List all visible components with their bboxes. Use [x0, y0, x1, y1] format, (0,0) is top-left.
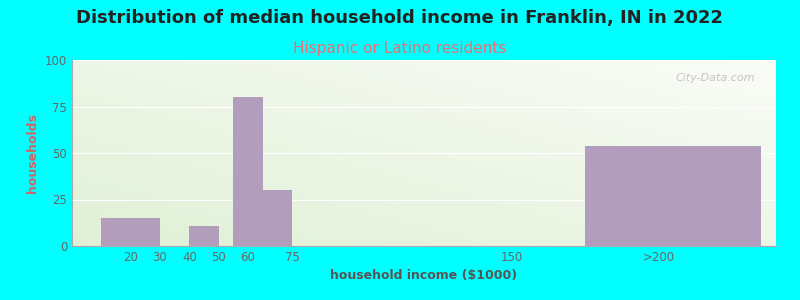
X-axis label: household income ($1000): household income ($1000) — [330, 269, 518, 282]
Text: City-Data.com: City-Data.com — [675, 73, 755, 83]
Text: Distribution of median household income in Franklin, IN in 2022: Distribution of median household income … — [77, 9, 723, 27]
Bar — [262, 190, 292, 246]
Bar — [190, 226, 218, 246]
Bar — [102, 218, 160, 246]
Bar — [234, 97, 262, 246]
Y-axis label: households: households — [26, 113, 39, 193]
Bar — [586, 146, 762, 246]
Text: Hispanic or Latino residents: Hispanic or Latino residents — [294, 40, 506, 56]
